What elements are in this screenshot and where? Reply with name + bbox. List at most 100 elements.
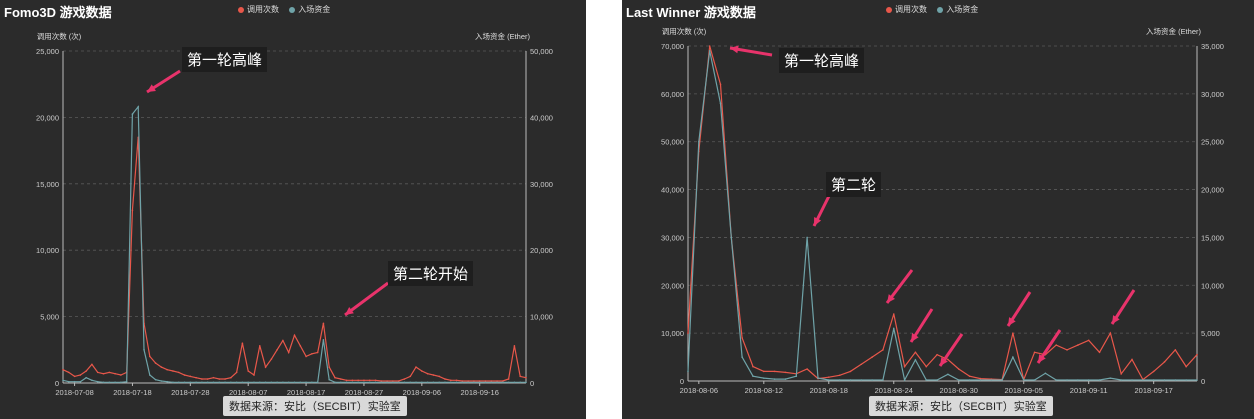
legend-item-funds[interactable]: 入场资金 bbox=[289, 4, 330, 15]
data-point bbox=[467, 381, 469, 384]
data-point bbox=[195, 381, 197, 384]
data-point bbox=[882, 349, 884, 351]
data-point bbox=[120, 381, 122, 384]
data-point bbox=[253, 381, 255, 384]
data-point bbox=[795, 375, 798, 378]
legend-label: 入场资金 bbox=[946, 5, 979, 14]
data-point bbox=[345, 379, 348, 382]
data-point bbox=[838, 374, 841, 377]
chart-legend[interactable]: 调用次数 入场资金 bbox=[238, 4, 338, 15]
data-point bbox=[293, 381, 296, 384]
data-point bbox=[334, 381, 336, 384]
data-point bbox=[519, 381, 522, 384]
x-tick-label: 2018-09-11 bbox=[1070, 386, 1108, 395]
data-point bbox=[513, 381, 516, 384]
data-point bbox=[154, 362, 157, 364]
data-point bbox=[189, 381, 192, 384]
data-point bbox=[166, 380, 168, 383]
data-point bbox=[328, 366, 331, 368]
data-point bbox=[421, 381, 423, 384]
y-right-tick-label: 25,000 bbox=[1201, 138, 1224, 147]
data-point bbox=[461, 381, 464, 384]
legend-marker-icon bbox=[886, 6, 892, 13]
annotation-arrow-head bbox=[1038, 354, 1046, 363]
data-point bbox=[507, 378, 510, 380]
data-point bbox=[311, 381, 313, 384]
x-tick-label: 2018-09-17 bbox=[1134, 386, 1172, 395]
data-point bbox=[409, 381, 412, 384]
data-point bbox=[230, 376, 232, 379]
data-point bbox=[276, 349, 278, 351]
x-tick-label: 2018-07-18 bbox=[113, 388, 151, 397]
data-point bbox=[449, 381, 452, 384]
data-point bbox=[687, 332, 689, 334]
y-right-tick-label: 10,000 bbox=[530, 313, 553, 322]
fomo3d-line-chart: 0 0 5,000 10,000 10,000 20,000 15,000 30,000 20,… bbox=[36, 31, 553, 397]
data-point bbox=[160, 366, 163, 368]
data-point bbox=[322, 322, 325, 325]
data-point bbox=[490, 380, 493, 382]
data-point bbox=[212, 376, 215, 379]
data-point bbox=[415, 381, 417, 384]
annotation-first-peak: 第一轮高峰 bbox=[182, 47, 268, 72]
data-point bbox=[903, 379, 906, 381]
y-left-tick-label: 50,000 bbox=[661, 138, 684, 147]
x-tick-label: 2018-08-12 bbox=[745, 386, 783, 395]
data-point bbox=[1185, 365, 1187, 368]
data-point bbox=[990, 379, 993, 381]
data-point bbox=[172, 370, 174, 372]
data-point bbox=[241, 342, 244, 344]
data-point bbox=[979, 379, 982, 381]
data-point bbox=[849, 370, 852, 373]
data-point bbox=[892, 313, 895, 315]
y-right-axis-title: 入场资金 (Ether) bbox=[1146, 26, 1202, 36]
y-left-tick-label: 0 bbox=[55, 379, 59, 388]
data-point bbox=[96, 371, 99, 374]
data-point bbox=[131, 113, 134, 115]
legend-marker-icon bbox=[937, 6, 944, 13]
data-point bbox=[484, 381, 487, 384]
data-point bbox=[490, 381, 493, 384]
data-point bbox=[438, 381, 440, 384]
data-point bbox=[270, 381, 273, 384]
data-point bbox=[166, 368, 168, 371]
fomo3d-chart-panel: Fomo3D 游戏数据 调用次数 入场资金 0 0 5,000 10,000 10,00… bbox=[0, 0, 586, 419]
data-point bbox=[403, 381, 406, 384]
legend-item-calls[interactable]: 调用次数 bbox=[238, 4, 279, 15]
legend-marker-icon bbox=[238, 6, 244, 13]
data-point bbox=[1152, 379, 1155, 381]
annotation-second-round: 第二轮 bbox=[826, 172, 882, 197]
data-point bbox=[507, 381, 510, 384]
data-point bbox=[1077, 344, 1079, 346]
data-point bbox=[374, 381, 377, 384]
data-point bbox=[1033, 379, 1036, 381]
data-point bbox=[351, 379, 354, 382]
data-point bbox=[849, 379, 852, 381]
data-point bbox=[1012, 356, 1014, 358]
legend-item-funds[interactable]: 入场资金 bbox=[937, 4, 978, 15]
y-left-tick-label: 30,000 bbox=[661, 233, 684, 242]
data-point bbox=[478, 380, 481, 382]
annotation-arrow-head bbox=[730, 45, 739, 54]
annotation-arrow-head bbox=[1112, 315, 1120, 324]
data-point bbox=[925, 365, 928, 368]
data-point bbox=[719, 102, 722, 105]
chart-legend[interactable]: 调用次数 入场资金 bbox=[886, 4, 986, 15]
data-point bbox=[363, 379, 365, 382]
y-right-axis-title: 入场资金 (Ether) bbox=[475, 31, 531, 41]
data-point bbox=[195, 376, 197, 379]
annotation-arrow bbox=[344, 281, 389, 317]
data-point bbox=[444, 378, 446, 380]
legend-item-calls[interactable]: 调用次数 bbox=[886, 4, 927, 15]
data-point bbox=[1055, 344, 1058, 346]
data-point bbox=[957, 379, 960, 381]
series-line bbox=[687, 50, 1197, 382]
y-left-axis-title: 调用次数 (次) bbox=[662, 26, 707, 36]
data-point bbox=[1142, 379, 1144, 381]
data-point bbox=[224, 381, 226, 384]
data-point bbox=[438, 375, 440, 378]
data-point bbox=[322, 339, 325, 341]
data-point bbox=[1163, 379, 1166, 381]
data-point bbox=[473, 380, 475, 382]
data-point bbox=[719, 83, 722, 86]
